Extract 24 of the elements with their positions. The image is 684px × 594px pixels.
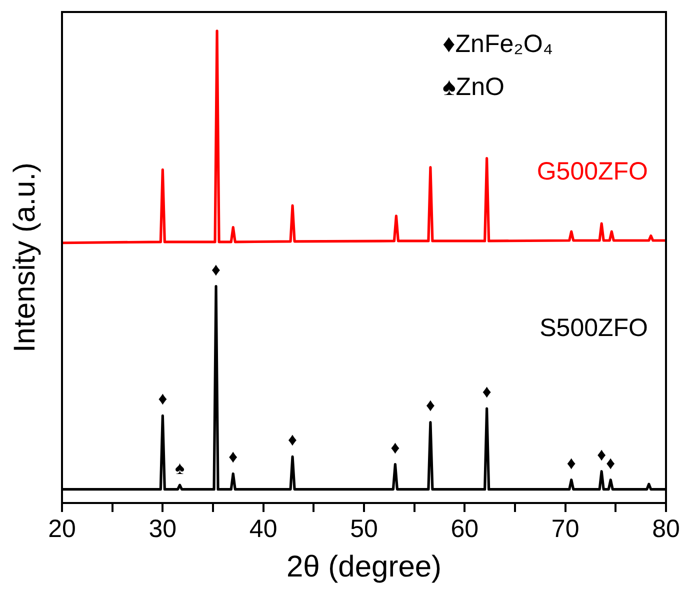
y-axis-title: Intensity (a.u.) bbox=[8, 162, 42, 353]
annotation: ♦ZnFe₂O₄ bbox=[442, 30, 553, 58]
x-tick-label: 50 bbox=[350, 514, 378, 543]
annotation: ♦ bbox=[426, 395, 436, 416]
annotation: ♠ bbox=[175, 458, 185, 478]
annotation: ♦ bbox=[482, 382, 492, 402]
x-tick-label: 60 bbox=[450, 514, 479, 543]
annotation: ♦ bbox=[596, 444, 606, 464]
annotation: ♦ bbox=[606, 452, 616, 473]
annotation: ♦ bbox=[390, 437, 400, 458]
annotation: ♠ZnO bbox=[442, 72, 504, 101]
annotation: ♦ bbox=[158, 388, 168, 409]
x-tick-label: 30 bbox=[148, 514, 177, 543]
annotation: ♦ bbox=[566, 452, 576, 473]
text: S500ZFO bbox=[540, 314, 648, 342]
x-tick-label: 20 bbox=[48, 514, 76, 543]
x-tick-label: 40 bbox=[249, 514, 278, 543]
x-tick-label: 70 bbox=[551, 514, 580, 543]
series-label: G500ZFO bbox=[536, 157, 648, 186]
annotation: ♦ bbox=[288, 430, 298, 450]
annotation: ♦ bbox=[228, 446, 238, 467]
x-tick-label: 80 bbox=[652, 514, 680, 543]
x-axis-title: 2θ (degree) bbox=[286, 550, 442, 584]
annotation: ♦ bbox=[211, 259, 221, 280]
